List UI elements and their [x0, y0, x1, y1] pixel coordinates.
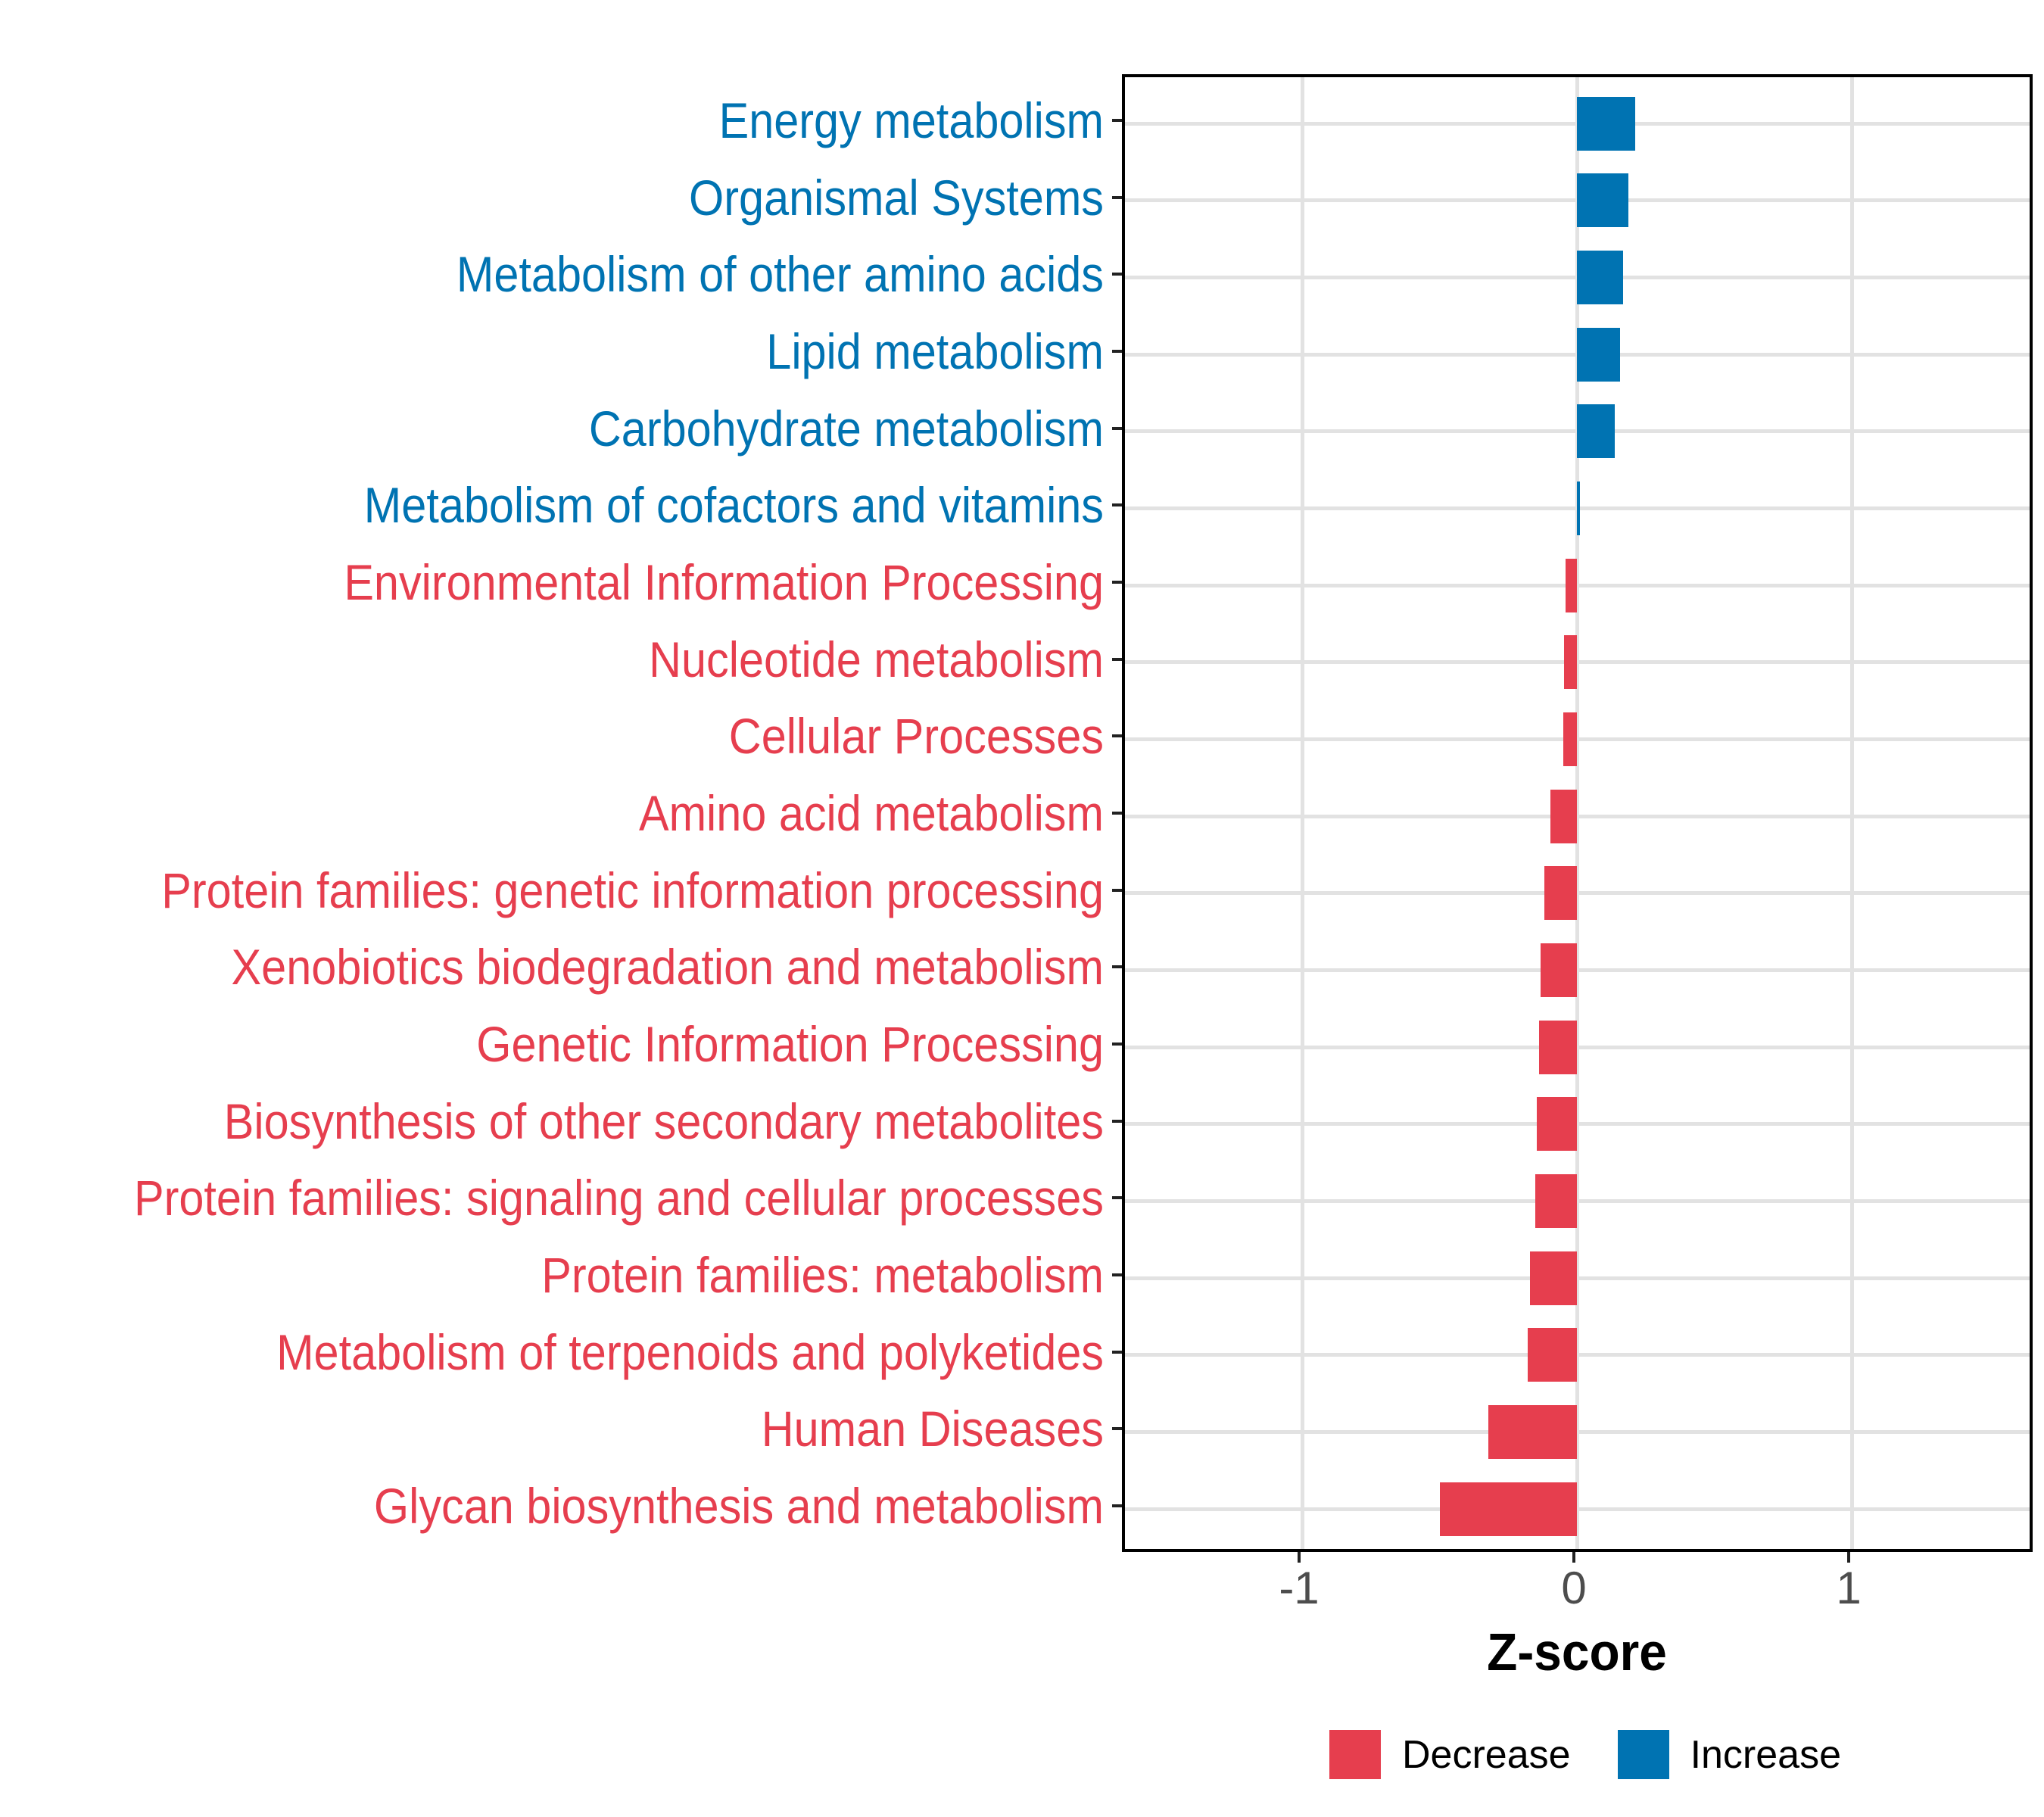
horizontal-gridline [1125, 1122, 2030, 1127]
horizontal-gridline [1125, 891, 2030, 896]
category-label: Nucleotide metabolism [649, 631, 1104, 687]
category-label: Xenobiotics biodegradation and metabolis… [231, 939, 1104, 996]
bar-increase [1577, 404, 1616, 459]
category-label: Metabolism of cofactors and vitamins [363, 477, 1105, 534]
horizontal-gridline [1125, 968, 2030, 972]
bar-decrease [1439, 1482, 1577, 1536]
plot-panel [1122, 74, 2033, 1552]
bar-increase [1577, 327, 1620, 382]
category-label: Metabolism of other amino acids [456, 246, 1104, 303]
horizontal-gridline [1125, 583, 2030, 587]
category-label: Cellular Processes [728, 708, 1104, 765]
y-tick-mark [1112, 657, 1122, 661]
legend-item: Increase [1617, 1730, 1842, 1779]
category-label: Environmental Information Processing [344, 554, 1104, 610]
y-tick-mark [1112, 1350, 1122, 1354]
x-tick-label: 1 [1836, 1563, 1862, 1613]
y-tick-mark [1112, 195, 1122, 199]
bar-increase [1577, 481, 1580, 535]
bar-decrease [1529, 1251, 1577, 1305]
vertical-gridline-0 [1575, 77, 1579, 1549]
x-tick-label: 0 [1561, 1563, 1587, 1613]
y-tick-mark [1112, 1196, 1122, 1200]
category-label: Lipid metabolism [766, 323, 1104, 379]
bar-decrease [1563, 635, 1577, 690]
legend: Decrease Increase [1329, 1730, 1841, 1779]
x-tick-mark [1298, 1552, 1301, 1563]
y-tick-mark [1112, 1043, 1122, 1046]
legend-key-swatch [1617, 1730, 1669, 1779]
bar-increase [1577, 96, 1635, 151]
vertical-gridline-1 [1849, 77, 1854, 1549]
bar-decrease [1528, 1328, 1577, 1382]
horizontal-gridline [1125, 1507, 2030, 1511]
category-label: Carbohydrate metabolism [588, 400, 1104, 457]
y-tick-mark [1112, 1504, 1122, 1507]
category-label: Biosynthesis of other secondary metaboli… [223, 1092, 1104, 1149]
bar-decrease [1550, 789, 1577, 843]
bar-decrease [1563, 712, 1577, 766]
y-tick-mark [1112, 1273, 1122, 1276]
y-tick-mark [1112, 888, 1122, 892]
vertical-gridline--1 [1300, 77, 1304, 1549]
bar-decrease [1535, 1173, 1577, 1228]
legend-label: Increase [1690, 1732, 1842, 1777]
x-tick-label: -1 [1279, 1563, 1320, 1613]
x-tick-mark [1847, 1552, 1850, 1563]
category-label: Amino acid metabolism [638, 785, 1104, 841]
horizontal-gridline [1125, 737, 2030, 741]
legend-key-swatch [1329, 1730, 1381, 1779]
y-tick-mark [1112, 734, 1122, 738]
category-label: Energy metabolism [718, 92, 1104, 148]
y-tick-mark [1112, 1119, 1122, 1123]
category-label: Organismal Systems [689, 169, 1104, 226]
category-label: Protein families: signaling and cellular… [133, 1170, 1104, 1226]
bar-decrease [1544, 866, 1577, 921]
horizontal-gridline [1125, 1276, 2030, 1280]
horizontal-gridline [1125, 1198, 2030, 1203]
legend-label: Decrease [1402, 1732, 1571, 1777]
bar-increase [1577, 173, 1628, 228]
x-axis-title: Z-score [1487, 1622, 1667, 1681]
y-tick-mark [1112, 350, 1122, 353]
category-label: Glycan biosynthesis and metabolism [373, 1478, 1104, 1534]
bar-decrease [1538, 1020, 1577, 1074]
horizontal-gridline [1125, 660, 2030, 665]
horizontal-gridline [1125, 1429, 2030, 1434]
category-label: Metabolism of terpenoids and polyketides [276, 1323, 1105, 1380]
bar-decrease [1488, 1404, 1577, 1459]
y-tick-mark [1112, 581, 1122, 584]
y-tick-mark [1112, 119, 1122, 122]
y-tick-mark [1112, 1427, 1122, 1431]
horizontal-gridline [1125, 814, 2030, 818]
bar-decrease [1536, 1097, 1577, 1152]
horizontal-gridline [1125, 1353, 2030, 1357]
legend-item: Decrease [1329, 1730, 1571, 1779]
bar-decrease [1566, 558, 1577, 612]
horizontal-gridline [1125, 1045, 2030, 1049]
y-tick-mark [1112, 503, 1122, 507]
y-tick-mark [1112, 965, 1122, 969]
y-tick-mark [1112, 273, 1122, 276]
category-label: Genetic Information Processing [476, 1016, 1104, 1072]
y-tick-mark [1112, 812, 1122, 815]
category-label: Human Diseases [761, 1401, 1104, 1457]
y-tick-mark [1112, 426, 1122, 430]
category-label: Protein families: genetic information pr… [161, 862, 1104, 918]
category-label: Protein families: metabolism [541, 1247, 1104, 1303]
bar-increase [1577, 250, 1623, 304]
x-tick-mark [1572, 1552, 1575, 1563]
bar-decrease [1540, 943, 1577, 997]
